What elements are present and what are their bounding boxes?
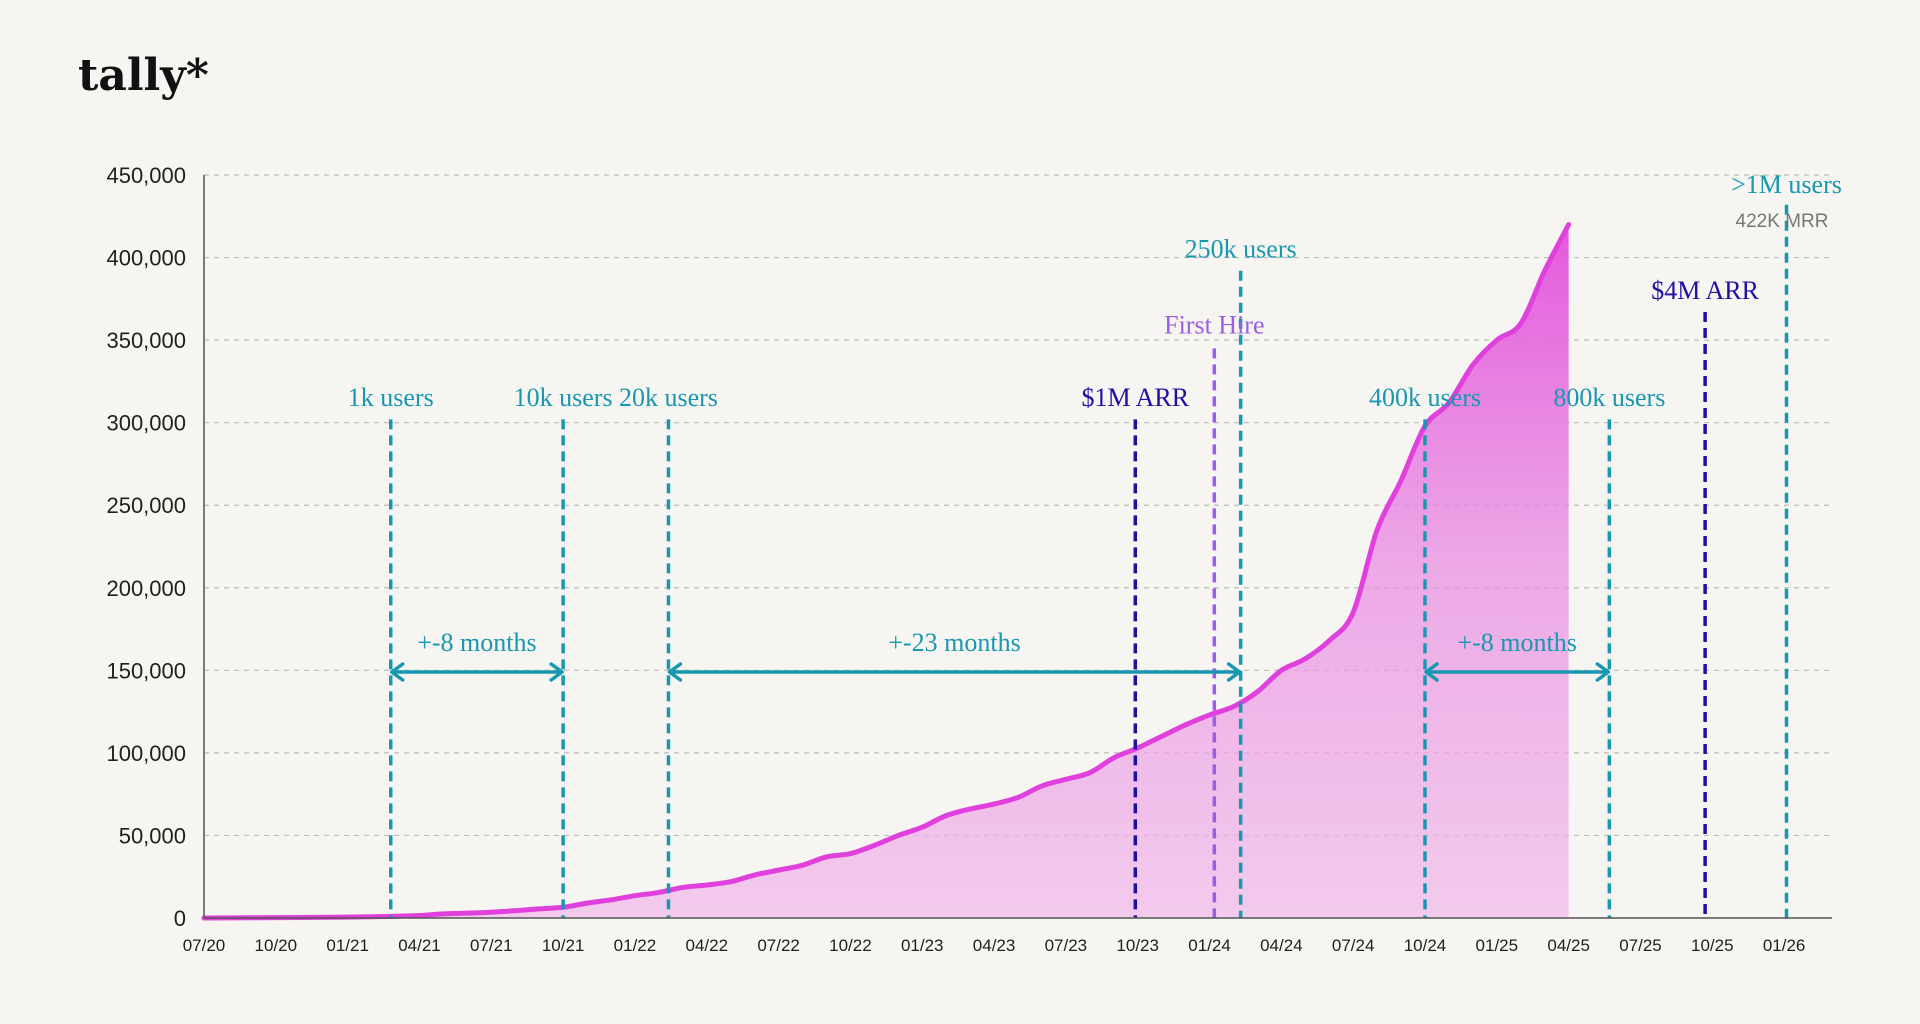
- annotation-label: >1M users: [1731, 170, 1842, 199]
- x-tick-label: 07/24: [1332, 936, 1375, 955]
- x-tick-label: 04/21: [398, 936, 441, 955]
- x-tick-label: 01/23: [901, 936, 944, 955]
- y-tick-label: 350,000: [106, 328, 186, 353]
- interval-label: +-8 months: [1457, 628, 1576, 657]
- y-tick-label: 400,000: [106, 246, 186, 271]
- y-tick-label: 150,000: [106, 658, 186, 683]
- x-tick-label: 07/21: [470, 936, 513, 955]
- x-tick-label: 01/26: [1763, 936, 1806, 955]
- interval-arrowhead-right: [1595, 662, 1611, 682]
- x-tick-label: 07/22: [757, 936, 800, 955]
- y-tick-label: 250,000: [106, 493, 186, 518]
- interval-label: +-8 months: [417, 628, 536, 657]
- series-line: [201, 222, 1572, 921]
- x-tick-label: 07/23: [1045, 936, 1088, 955]
- annotation-label: First Hire: [1164, 311, 1264, 340]
- annotation-label: 1k users: [348, 383, 434, 412]
- x-tick-label: 07/25: [1619, 936, 1662, 955]
- interval-label: +-23 months: [888, 628, 1020, 657]
- annotation-label: 800k users: [1553, 383, 1665, 412]
- chart-area-layer: [201, 222, 1572, 921]
- chart-axes: 450,000 400,000 350,000 300,000 250,000 200,0…: [106, 163, 1832, 955]
- x-tick-label: 07/20: [183, 936, 226, 955]
- end-mrr-label: 422K MRR: [1736, 211, 1829, 232]
- x-tick-label: 01/22: [614, 936, 657, 955]
- annotation-label: 10k users: [514, 383, 613, 412]
- y-tick-label: 300,000: [106, 411, 186, 436]
- x-tick-label: 10/23: [1116, 936, 1159, 955]
- x-tick-label: 10/25: [1691, 936, 1734, 955]
- annotation-label: 20k users: [619, 383, 718, 412]
- x-tick-label: 01/21: [326, 936, 369, 955]
- interval-arrowhead-right: [1226, 662, 1242, 682]
- annotation-label: 400k users: [1369, 383, 1481, 412]
- x-tick-label: 10/21: [542, 936, 585, 955]
- x-tick-label: 04/22: [685, 936, 728, 955]
- y-tick-label: 0: [174, 906, 186, 931]
- y-tick-label: 50,000: [119, 823, 186, 848]
- annotation-label: $4M ARR: [1651, 276, 1759, 305]
- x-tick-label: 04/23: [973, 936, 1016, 955]
- annotation-label: $1M ARR: [1081, 383, 1189, 412]
- x-tick-label: 10/22: [829, 936, 872, 955]
- chart-grid: [204, 174, 1832, 837]
- x-tick-label: 01/24: [1188, 936, 1231, 955]
- interval-arrowhead-left: [667, 662, 683, 682]
- x-tick-label: 04/24: [1260, 936, 1303, 955]
- x-tick-label: 10/24: [1404, 936, 1447, 955]
- x-tick-label: 01/25: [1476, 936, 1519, 955]
- interval-arrowhead-left: [1424, 662, 1439, 682]
- brand-logo: tally*: [78, 50, 209, 101]
- y-tick-label: 100,000: [106, 741, 186, 766]
- y-tick-label: 450,000: [106, 163, 186, 188]
- annotation-lines: [388, 204, 1789, 918]
- series-area: [204, 224, 1569, 919]
- x-tick-label: 10/20: [255, 936, 298, 955]
- annotation-label: 250k users: [1185, 235, 1297, 264]
- interval-arrowhead-left: [389, 662, 405, 682]
- interval-arrows: [389, 662, 1611, 682]
- y-tick-label: 200,000: [106, 576, 186, 601]
- x-tick-label: 04/25: [1547, 936, 1590, 955]
- annotation-labels: 1k users 10k users 20k users $1M ARR First H…: [348, 170, 1842, 657]
- interval-arrowhead-right: [549, 662, 564, 682]
